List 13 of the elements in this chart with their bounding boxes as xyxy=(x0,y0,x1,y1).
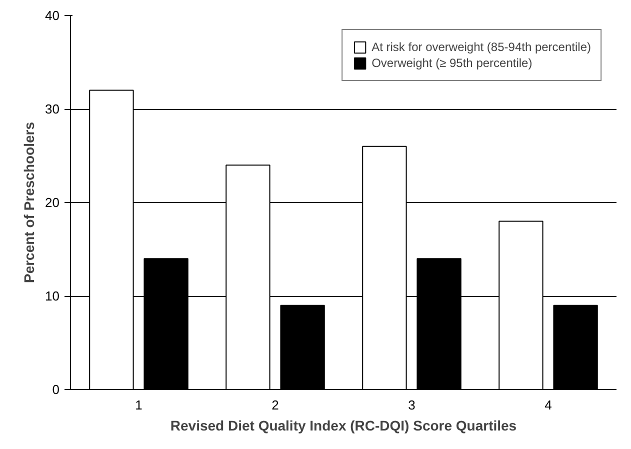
x-axis-title: Revised Diet Quality Index (RC-DQI) Score Quartiles xyxy=(170,418,517,434)
y-tick-label: 10 xyxy=(45,288,60,304)
y-tick-label: 30 xyxy=(45,102,60,116)
y-tick-label: 0 xyxy=(52,382,60,397)
y-tick-label: 20 xyxy=(45,195,60,210)
y-tick-label: 40 xyxy=(45,8,60,23)
x-tick-label: 4 xyxy=(544,398,552,412)
x-tick-label: 1 xyxy=(135,398,142,412)
x-tick-label: 2 xyxy=(272,398,279,412)
legend-label: Overweight (≥ 95th percentile) xyxy=(372,56,532,70)
y-axis-title: Percent of Preschoolers xyxy=(21,122,38,284)
legend-label: At risk for overweight (85-94th percentile) xyxy=(372,40,591,54)
x-tick-label: 3 xyxy=(408,398,416,412)
